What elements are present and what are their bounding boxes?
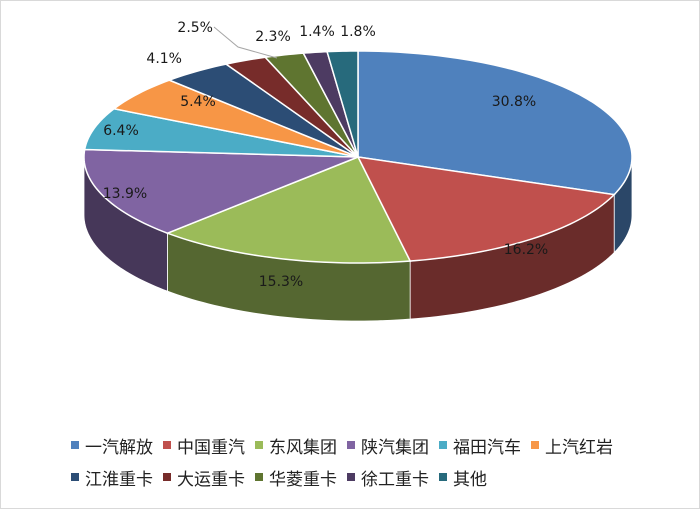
pie-slice-8 (224, 56, 359, 158)
legend-swatch (347, 473, 355, 481)
legend-item: 大运重卡 (163, 465, 245, 490)
pie-chart: 30.8% 16.2% 15.3% 13.9% 6.4% 5.4% 4.1% 2.5% 2.3%… (83, 20, 633, 322)
data-label-3: 15.3% (259, 274, 303, 290)
legend-swatch (71, 473, 79, 481)
legend-item: 中国重汽 (163, 433, 245, 458)
legend-row: 江淮重卡 大运重卡 华菱重卡 徐工重卡 其他 (71, 461, 671, 493)
data-label-8: 2.5% (177, 20, 213, 36)
legend-label: 上汽红岩 (545, 437, 613, 458)
pie-slice-4 (83, 148, 359, 234)
legend-label: 陕汽集团 (361, 437, 429, 458)
legend-label: 大运重卡 (177, 469, 245, 490)
legend-item: 上汽红岩 (531, 433, 613, 458)
legend-swatch (163, 441, 171, 449)
legend-item: 东风集团 (255, 433, 337, 458)
data-label-4: 13.9% (103, 186, 147, 202)
legend-swatch (439, 473, 447, 481)
legend-item: 其他 (439, 465, 487, 490)
legend-label: 徐工重卡 (361, 469, 429, 490)
data-label-7: 4.1% (146, 51, 182, 67)
legend-label: 福田汽车 (453, 437, 521, 458)
pie-slice-7 (167, 63, 359, 158)
legend-label: 一汽解放 (85, 437, 153, 458)
legend-row: 一汽解放 中国重汽 东风集团 陕汽集团 福田汽车 上汽红岩 (71, 429, 671, 461)
legend-label: 东风集团 (269, 437, 337, 458)
legend-swatch (255, 473, 263, 481)
legend-swatch (163, 473, 171, 481)
leader-line (213, 26, 278, 59)
legend-swatch (347, 441, 355, 449)
legend-item: 福田汽车 (439, 433, 521, 458)
legend-label: 江淮重卡 (85, 469, 153, 490)
legend-swatch (531, 441, 539, 449)
data-label-2: 16.2% (504, 242, 548, 258)
legend-item: 华菱重卡 (255, 465, 337, 490)
legend-item: 徐工重卡 (347, 465, 429, 490)
data-label-9: 2.3% (255, 29, 291, 45)
legend-label: 其他 (453, 469, 487, 490)
legend-swatch (71, 441, 79, 449)
data-label-1: 30.8% (492, 94, 536, 110)
legend-item: 陕汽集团 (347, 433, 429, 458)
legend-item: 一汽解放 (71, 433, 153, 458)
pie-slice-9 (263, 52, 359, 158)
data-label-11: 1.8% (340, 24, 376, 40)
legend-label: 华菱重卡 (269, 469, 337, 490)
pie-slice-11 (326, 50, 359, 158)
pie-top (83, 50, 633, 264)
pie-slice-2 (356, 156, 616, 262)
pie-slice-10 (302, 50, 359, 158)
legend-swatch (255, 441, 263, 449)
pie-slice-6 (112, 79, 359, 158)
pie-slice-3 (165, 156, 412, 264)
pie-sides (83, 156, 633, 322)
data-label-5: 6.4% (103, 123, 139, 139)
legend-label: 中国重汽 (177, 437, 245, 458)
legend-item: 江淮重卡 (71, 465, 153, 490)
data-labels: 30.8% 16.2% 15.3% 13.9% 6.4% 5.4% 4.1% 2.5% 2.3%… (103, 20, 548, 290)
legend: 一汽解放 中国重汽 东风集团 陕汽集团 福田汽车 上汽红岩 江淮重卡 大运重卡 华菱重卡 徐工重… (71, 429, 671, 493)
data-label-6: 5.4% (180, 94, 216, 110)
pie-slice-1 (357, 50, 633, 196)
pie-slice-5 (83, 107, 359, 158)
legend-swatch (439, 441, 447, 449)
data-label-10: 1.4% (299, 24, 335, 40)
